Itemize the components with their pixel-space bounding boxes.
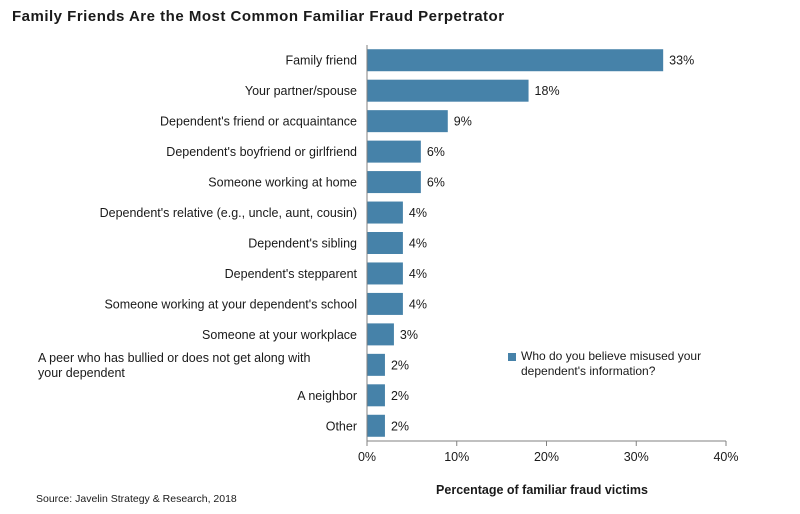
bar-5 xyxy=(367,201,403,224)
data-label-7: 4% xyxy=(409,267,427,281)
category-label-2: Dependent's friend or acquaintance xyxy=(160,115,357,129)
bar-6 xyxy=(367,232,403,254)
bar-4 xyxy=(367,171,421,194)
bar-7 xyxy=(367,262,403,285)
category-label-5: Dependent's relative (e.g., uncle, aunt,… xyxy=(100,206,357,220)
bar-8 xyxy=(367,292,403,315)
chart-title: Family Friends Are the Most Common Famil… xyxy=(12,8,505,25)
data-label-2: 9% xyxy=(454,115,472,129)
data-label-5: 4% xyxy=(409,206,427,220)
category-label-6: Dependent's sibling xyxy=(248,237,357,251)
category-label-3: Dependent's boyfriend or girlfriend xyxy=(166,145,357,159)
category-label-0: Family friend xyxy=(285,54,357,68)
data-label-9: 3% xyxy=(400,328,418,342)
bar-1 xyxy=(367,79,529,102)
category-label-7: Dependent's stepparent xyxy=(225,267,358,281)
data-label-8: 4% xyxy=(409,297,427,311)
bar-9 xyxy=(367,323,394,346)
data-label-1: 18% xyxy=(535,84,560,98)
x-tick-label-0: 0% xyxy=(358,450,376,464)
bar-0 xyxy=(367,49,664,72)
bar-3 xyxy=(367,140,421,163)
x-tick-label-4: 40% xyxy=(713,450,738,464)
category-label-4: Someone working at home xyxy=(208,176,357,190)
source-note: Source: Javelin Strategy & Research, 201… xyxy=(36,493,237,505)
category-label-10: A peer who has bullied or does not get a… xyxy=(38,351,310,380)
x-tick-label-2: 20% xyxy=(534,450,559,464)
data-label-11: 2% xyxy=(391,389,409,403)
data-label-4: 6% xyxy=(427,176,445,190)
legend-label: Who do you believe misused your dependen… xyxy=(521,349,702,378)
bar-12 xyxy=(367,414,385,437)
data-label-3: 6% xyxy=(427,145,445,159)
legend: Who do you believe misused your dependen… xyxy=(508,349,748,379)
category-label-9: Someone at your workplace xyxy=(202,328,357,342)
data-label-6: 4% xyxy=(409,237,427,251)
category-label-12: Other xyxy=(326,419,357,433)
bar-10 xyxy=(367,353,385,376)
x-tick-label-3: 30% xyxy=(624,450,649,464)
category-label-11: A neighbor xyxy=(297,389,357,403)
bar-11 xyxy=(367,384,385,407)
legend-swatch xyxy=(508,353,516,361)
data-label-12: 2% xyxy=(391,419,409,433)
data-label-0: 33% xyxy=(669,54,694,68)
bar-2 xyxy=(367,110,448,133)
category-label-8: Someone working at your dependent's scho… xyxy=(104,297,357,311)
category-label-1: Your partner/spouse xyxy=(245,84,357,98)
x-axis-title: Percentage of familiar fraud victims xyxy=(436,483,648,497)
data-label-10: 2% xyxy=(391,358,409,372)
x-tick-label-1: 10% xyxy=(444,450,469,464)
